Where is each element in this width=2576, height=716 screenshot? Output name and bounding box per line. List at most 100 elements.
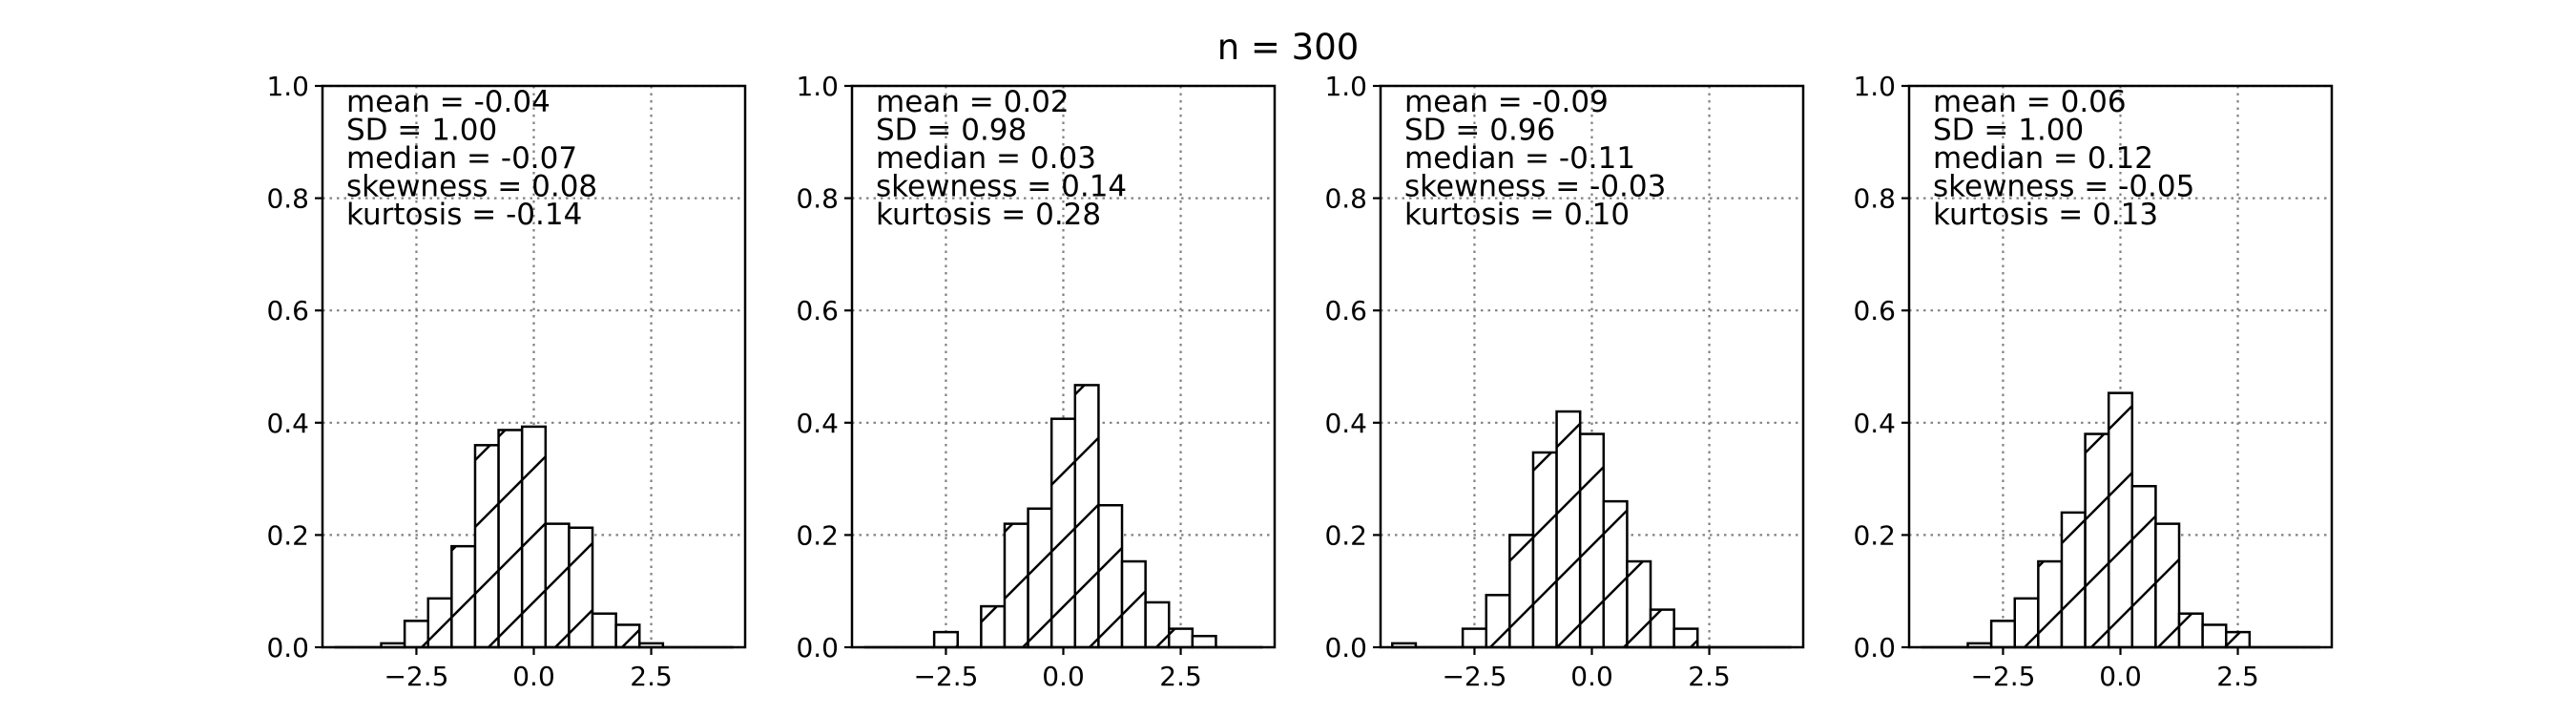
histogram-bar	[1120, 559, 1147, 649]
stats-line: skewness = -0.05	[1933, 170, 2194, 204]
histogram-bar-hatch	[2130, 484, 2157, 649]
histogram-bar	[980, 604, 1007, 649]
histogram-bar	[1578, 432, 1606, 649]
histogram-bar-hatch	[1049, 417, 1077, 649]
stats-line: mean = -0.09	[1404, 85, 1609, 119]
y-tick-label: 0.4	[796, 408, 839, 439]
stats-line: kurtosis = 0.28	[876, 198, 1101, 232]
histogram-bar	[2107, 391, 2134, 649]
histogram-panel-4: 0.0 0.2 0.4 0.6 0.8 1.0 −2.5 0.0 2.5 mean = 0.06S…	[1853, 71, 2334, 692]
panels-layer: 0.0 0.2 0.4 0.6 0.8 1.0 −2.5 0.0 2.5 mean = -0.04…	[266, 71, 2334, 692]
histogram-bar-hatch	[403, 620, 429, 649]
histogram-bar	[1461, 627, 1488, 649]
histogram-bar-hatch	[1191, 634, 1217, 649]
histogram-bar	[1073, 384, 1100, 649]
x-tick-label: −2.5	[384, 661, 448, 692]
x-tick-label: 0.0	[2099, 661, 2142, 692]
histogram-bar	[1508, 534, 1535, 649]
histogram-bar	[1097, 503, 1124, 649]
y-tick-label: 0.2	[266, 519, 309, 551]
histogram-bar-hatch	[1531, 451, 1558, 649]
x-tick-label: −2.5	[913, 661, 978, 692]
y-tick-label: 0.4	[266, 408, 309, 439]
histogram-bar-hatch	[2177, 612, 2204, 649]
y-tick-label: 0.2	[1324, 519, 1367, 551]
x-tick-label: −2.5	[1442, 661, 1506, 692]
y-tick-label: 1.0	[1853, 71, 1896, 102]
stats-line: median = -0.11	[1404, 141, 1635, 176]
histogram-bar	[591, 612, 617, 649]
histogram-bar	[614, 623, 641, 649]
y-tick-label: 0.2	[796, 519, 839, 551]
histogram-bar	[1555, 410, 1582, 649]
histogram-bar-hatch	[1485, 594, 1511, 649]
histogram-bar-hatch	[2084, 432, 2110, 649]
histogram-bar-hatch	[2201, 623, 2228, 649]
histogram-bar	[2154, 522, 2181, 649]
histogram-bar-hatch	[1073, 384, 1100, 649]
x-tick-label: 0.0	[1042, 661, 1085, 692]
histogram-bar-hatch	[1461, 627, 1488, 649]
histogram-bar	[1027, 507, 1053, 649]
histogram-bar	[1049, 417, 1077, 649]
histogram-bar-hatch	[614, 623, 641, 649]
y-tick-label: 1.0	[266, 71, 309, 102]
histogram-bar-hatch	[426, 597, 453, 649]
histogram-bar-hatch	[1097, 503, 1124, 649]
x-tick-label: −2.5	[1970, 661, 2035, 692]
histogram-bar-hatch	[1168, 627, 1195, 649]
y-tick-label: 0.4	[1324, 408, 1367, 439]
histogram-bar-hatch	[1144, 600, 1171, 649]
histogram-bar-hatch	[1626, 559, 1652, 649]
stats-line: mean = -0.04	[346, 85, 551, 119]
histogram-bar-hatch	[2154, 522, 2181, 649]
histogram-bar	[544, 522, 571, 649]
histogram-bar	[1168, 627, 1195, 649]
y-tick-label: 0.6	[266, 295, 309, 326]
histogram-bar-hatch	[980, 604, 1007, 649]
stats-line: median = 0.12	[1933, 141, 2153, 176]
histogram-bar	[2201, 623, 2228, 649]
y-tick-label: 0.0	[266, 632, 309, 663]
histogram-bar-hatch	[450, 544, 477, 649]
x-tick-label: 2.5	[2216, 661, 2259, 692]
histogram-panel-1: 0.0 0.2 0.4 0.6 0.8 1.0 −2.5 0.0 2.5 mean = -0.04…	[266, 71, 747, 692]
histogram-bar	[473, 444, 500, 649]
histogram-bar	[2013, 597, 2040, 649]
x-tick-label: 0.0	[1570, 661, 1613, 692]
histogram-bar-hatch	[2013, 597, 2040, 649]
histogram-bar	[1602, 499, 1629, 649]
histogram-bar-hatch	[1602, 499, 1629, 649]
figure-title: n = 300	[1217, 27, 1360, 68]
stats-line: kurtosis = 0.10	[1404, 198, 1630, 232]
histogram-bar-hatch	[1120, 559, 1147, 649]
histogram-bar-hatch	[2107, 391, 2134, 649]
histogram-bar-hatch	[1989, 620, 2017, 649]
y-tick-label: 0.4	[1853, 408, 1896, 439]
histogram-bar	[568, 526, 594, 649]
histogram-bar-hatch	[544, 522, 571, 649]
histogram-bar-hatch	[1508, 534, 1535, 649]
histogram-bar	[2037, 559, 2064, 649]
histogram-panel-3: 0.0 0.2 0.4 0.6 0.8 1.0 −2.5 0.0 2.5 mean = -0.09…	[1324, 71, 1805, 692]
stats-line: skewness = 0.14	[876, 170, 1127, 204]
histogram-bar	[1626, 559, 1652, 649]
histogram-bar-hatch	[1027, 507, 1053, 649]
stats-line: kurtosis = -0.14	[346, 198, 582, 232]
stats-line: mean = 0.06	[1933, 85, 2127, 119]
histogram-bar	[2084, 432, 2110, 649]
histogram-bar-hatch	[2037, 559, 2064, 649]
histogram-bar-hatch	[1003, 522, 1029, 649]
histogram-bar-hatch	[1555, 410, 1582, 649]
histogram-bar-hatch	[2060, 511, 2087, 649]
stats-line: SD = 1.00	[346, 114, 497, 148]
histogram-bar	[403, 620, 429, 649]
histogram-bar	[1649, 608, 1675, 649]
histogram-bar	[1144, 600, 1171, 649]
stats-line: SD = 0.96	[1404, 114, 1555, 148]
x-tick-label: 2.5	[1159, 661, 1202, 692]
y-tick-label: 0.6	[1853, 295, 1896, 326]
histogram-bar	[2225, 630, 2252, 649]
histogram-bar-hatch	[1578, 432, 1606, 649]
histogram-bar	[520, 425, 548, 649]
